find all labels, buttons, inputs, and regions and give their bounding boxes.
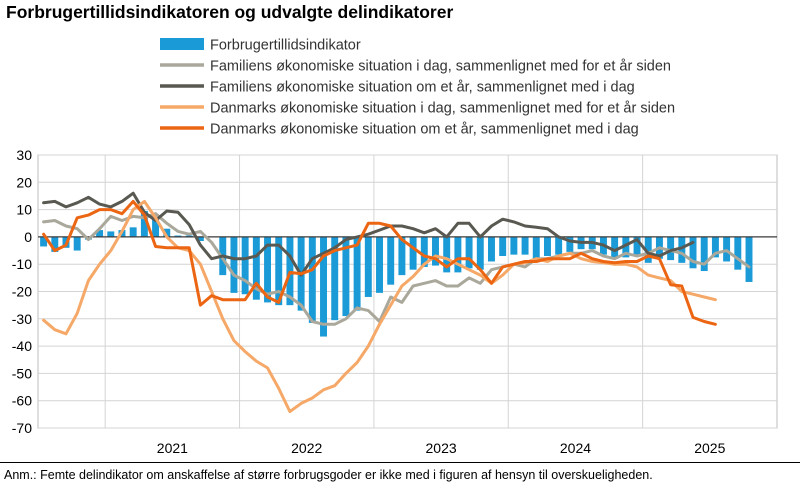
bar (745, 236, 753, 282)
bar (185, 235, 193, 237)
bar (611, 236, 619, 259)
bar (174, 235, 182, 237)
x-tick-label: 2025 (694, 440, 725, 456)
grid (37, 154, 778, 429)
bar (711, 236, 719, 258)
bar (532, 236, 540, 259)
legend-label: Danmarks økonomiske situation i dag, sam… (210, 101, 675, 117)
bar (566, 236, 574, 252)
bar (398, 236, 406, 276)
bar (633, 236, 641, 257)
bar (40, 236, 48, 247)
y-tick-label: -70 (12, 420, 32, 436)
bar (353, 236, 361, 311)
bar (476, 236, 484, 270)
series-line-4 (42, 199, 717, 326)
bar-series (40, 210, 753, 337)
bar (275, 236, 283, 306)
x-tick-label: 2021 (157, 440, 188, 456)
bar (555, 236, 563, 255)
bar (387, 236, 395, 285)
bar (96, 230, 104, 237)
legend-swatch-bar (160, 38, 204, 50)
bar (73, 236, 81, 251)
bar (454, 236, 462, 273)
bar (320, 236, 327, 337)
y-tick-label: -30 (12, 311, 32, 327)
bar (342, 236, 350, 317)
line-series (42, 191, 751, 414)
bar (51, 236, 59, 252)
x-tick-label: 2024 (560, 440, 591, 456)
y-axis: 30 20 10 0 -10 -20 -30 -40 -50 -60 -70 (12, 147, 32, 436)
y-tick-label: -60 (12, 393, 32, 409)
y-tick-label: -10 (12, 256, 32, 272)
series-line-1 (42, 212, 751, 326)
bar (252, 236, 260, 300)
y-tick-label: -20 (12, 284, 32, 300)
bar (230, 236, 238, 293)
bar (499, 236, 507, 257)
bar (107, 231, 115, 237)
bar (734, 236, 742, 270)
bar (667, 236, 675, 261)
chart-title: Forbrugertillidsindikatoren og udvalgte … (6, 2, 454, 22)
bar (364, 236, 372, 297)
chart-note: Anm.: Femte delindikator om anskaffelse … (4, 468, 653, 482)
bar (622, 236, 630, 258)
bar (443, 236, 451, 273)
bar (331, 236, 339, 321)
x-axis: 2021 2022 2023 2024 2025 (157, 440, 726, 456)
bar (241, 236, 249, 295)
bar (678, 236, 686, 263)
bar (264, 236, 272, 303)
bar (376, 236, 383, 293)
bar (308, 236, 316, 323)
legend-label: Forbrugertillidsindikator (210, 38, 361, 54)
legend-label: Familiens økonomiske situation i dag, sa… (210, 59, 671, 75)
x-tick-label: 2023 (426, 440, 457, 456)
series-line-2 (42, 191, 695, 277)
bar (409, 236, 417, 270)
y-tick-label: 20 (16, 174, 32, 190)
bar (432, 236, 439, 266)
legend-label: Danmarks økonomiske situation om et år, … (210, 122, 639, 138)
y-tick-label: -40 (12, 338, 32, 354)
legend-label: Familiens økonomiske situation om et år,… (210, 80, 635, 96)
x-tick-label: 2022 (291, 440, 322, 456)
bar (420, 236, 428, 267)
bar (543, 236, 551, 257)
bar (700, 236, 708, 272)
bar (488, 236, 495, 262)
legend: Forbrugertillidsindikator Familiens økono… (160, 38, 675, 138)
y-tick-label: 10 (16, 202, 32, 218)
y-tick-label: -50 (12, 365, 32, 381)
bar (644, 236, 652, 263)
y-tick-label: 0 (24, 229, 32, 245)
bar (152, 217, 160, 237)
bar (521, 236, 529, 255)
bar (510, 236, 518, 255)
bar (196, 236, 204, 241)
note-divider (0, 462, 800, 463)
bar (163, 228, 171, 237)
y-tick-label: 30 (16, 147, 32, 163)
bar (140, 210, 148, 237)
bar (129, 227, 137, 237)
bar (465, 236, 473, 269)
bar (689, 236, 697, 269)
